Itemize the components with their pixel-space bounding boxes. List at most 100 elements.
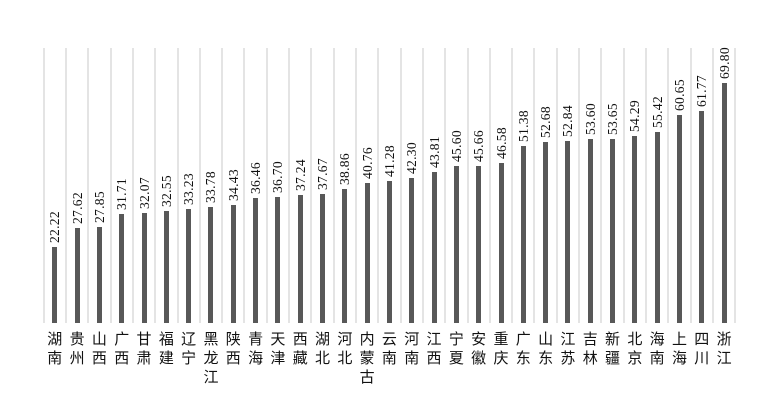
category-label: 重庆 <box>493 332 509 367</box>
value-label: 51.38 <box>515 110 531 143</box>
category-gridline <box>734 48 737 323</box>
bar <box>654 132 660 323</box>
bar <box>610 138 616 323</box>
category-gridline <box>64 48 67 323</box>
value-label: 46.58 <box>493 127 509 159</box>
category-label: 上海 <box>671 332 687 367</box>
category-label: 宁夏 <box>448 332 464 367</box>
category-gridline <box>243 48 246 323</box>
value-label: 53.60 <box>582 102 598 135</box>
category-gridline <box>332 48 335 323</box>
category-label: 广东 <box>515 332 531 367</box>
bar <box>543 141 549 323</box>
category-gridline <box>622 48 625 323</box>
value-label: 55.42 <box>649 96 665 129</box>
bar <box>163 211 169 323</box>
category-label: 海南 <box>649 332 665 367</box>
category-label: 陕西 <box>225 332 241 367</box>
category-label: 黑龙江 <box>203 332 219 386</box>
category-label: 江西 <box>426 332 442 367</box>
bar <box>520 146 526 323</box>
bar <box>453 166 459 323</box>
category-label: 贵州 <box>69 332 85 367</box>
value-label: 32.07 <box>136 176 152 209</box>
value-label: 60.65 <box>671 78 687 111</box>
category-label: 福建 <box>158 332 174 367</box>
bar <box>119 213 125 323</box>
category-label: 四川 <box>694 332 710 367</box>
value-label: 31.71 <box>114 178 130 210</box>
category-gridline <box>511 48 514 323</box>
bar <box>141 212 147 323</box>
bar <box>386 181 392 323</box>
category-label: 北京 <box>627 332 643 367</box>
category-label: 山西 <box>91 332 107 367</box>
category-label: 山东 <box>538 332 554 367</box>
category-label: 河南 <box>404 332 420 367</box>
category-gridline <box>600 48 603 323</box>
category-label: 江苏 <box>560 332 576 367</box>
category-label: 云南 <box>381 332 397 367</box>
bar <box>476 166 482 323</box>
category-label: 湖北 <box>315 332 331 367</box>
bar <box>208 206 214 323</box>
value-label: 61.77 <box>694 74 710 107</box>
category-gridline <box>533 48 536 323</box>
category-label: 湖南 <box>47 332 63 367</box>
bar <box>230 204 236 323</box>
bar <box>186 208 192 323</box>
category-gridline <box>421 48 424 323</box>
category-gridline <box>399 48 402 323</box>
value-label: 37.24 <box>292 159 308 191</box>
bar <box>253 197 259 323</box>
category-gridline <box>265 48 268 323</box>
category-gridline <box>42 48 45 323</box>
value-label: 42.30 <box>404 141 420 174</box>
bar <box>409 177 415 323</box>
bar <box>52 246 58 323</box>
category-gridline <box>154 48 157 323</box>
value-label: 38.86 <box>337 153 353 186</box>
value-label: 41.28 <box>381 145 397 178</box>
value-label: 54.29 <box>627 100 643 133</box>
bar <box>498 162 504 323</box>
category-gridline <box>555 48 558 323</box>
category-label: 浙江 <box>716 332 732 367</box>
value-label: 45.60 <box>448 130 464 163</box>
value-label: 69.80 <box>716 47 732 80</box>
category-gridline <box>711 48 714 323</box>
bar <box>275 196 281 323</box>
category-gridline <box>354 48 357 323</box>
value-label: 45.66 <box>471 130 487 163</box>
category-gridline <box>578 48 581 323</box>
bar <box>96 227 102 323</box>
bar <box>565 141 571 323</box>
bar <box>297 194 303 323</box>
category-gridline <box>444 48 447 323</box>
category-label: 辽宁 <box>181 332 197 367</box>
category-gridline <box>645 48 647 323</box>
category-gridline <box>288 48 291 323</box>
value-label: 36.46 <box>248 161 264 194</box>
category-gridline <box>310 48 313 323</box>
category-gridline <box>689 48 692 323</box>
value-label: 27.62 <box>69 192 85 225</box>
category-label: 安徽 <box>471 332 487 367</box>
category-label: 广西 <box>114 332 130 367</box>
bar <box>74 228 80 323</box>
bar <box>676 114 682 323</box>
category-gridline <box>87 48 90 323</box>
bar <box>342 189 348 323</box>
bar <box>431 172 437 323</box>
bar <box>587 138 593 323</box>
value-label: 33.23 <box>181 172 197 205</box>
category-label: 甘肃 <box>136 332 152 367</box>
value-label: 27.85 <box>91 191 107 224</box>
category-gridline <box>488 48 491 323</box>
category-gridline <box>221 48 224 323</box>
value-label: 34.43 <box>225 168 241 201</box>
category-gridline <box>466 48 469 323</box>
category-label: 河北 <box>337 332 353 367</box>
category-gridline <box>198 48 201 323</box>
